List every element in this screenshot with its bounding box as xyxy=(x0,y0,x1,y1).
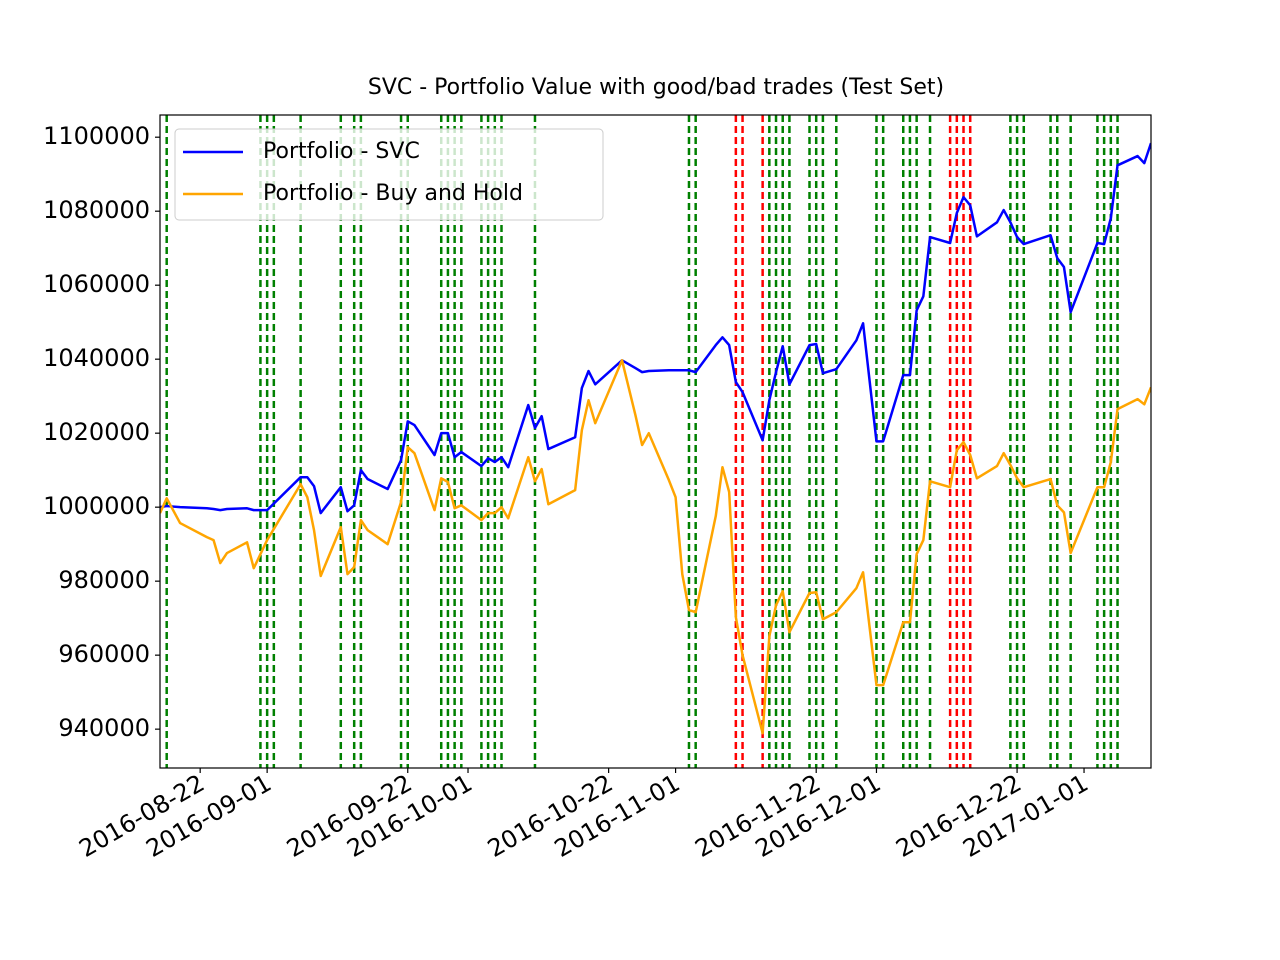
y-tick-label: 940000 xyxy=(58,714,150,742)
chart-title: SVC - Portfolio Value with good/bad trad… xyxy=(368,75,944,100)
legend: Portfolio - SVC Portfolio - Buy and Hold xyxy=(174,128,604,221)
plot-frame xyxy=(159,114,1152,769)
y-tick-label: 1100000 xyxy=(43,122,150,150)
y-tick-label: 960000 xyxy=(58,640,150,668)
plot-area xyxy=(160,115,1151,768)
series-line xyxy=(160,359,1151,735)
y-tick-label: 1060000 xyxy=(43,270,150,298)
y-tick-label: 1000000 xyxy=(43,492,150,520)
y-tick-label: 980000 xyxy=(58,566,150,594)
legend-box xyxy=(174,128,604,221)
y-tick-label: 1040000 xyxy=(43,344,150,372)
y-tick-label: 1020000 xyxy=(43,418,150,446)
legend-label: Portfolio - SVC xyxy=(263,139,420,164)
y-tick-label: 1080000 xyxy=(43,196,150,224)
series-line xyxy=(160,142,1151,515)
legend-label: Portfolio - Buy and Hold xyxy=(263,181,523,206)
